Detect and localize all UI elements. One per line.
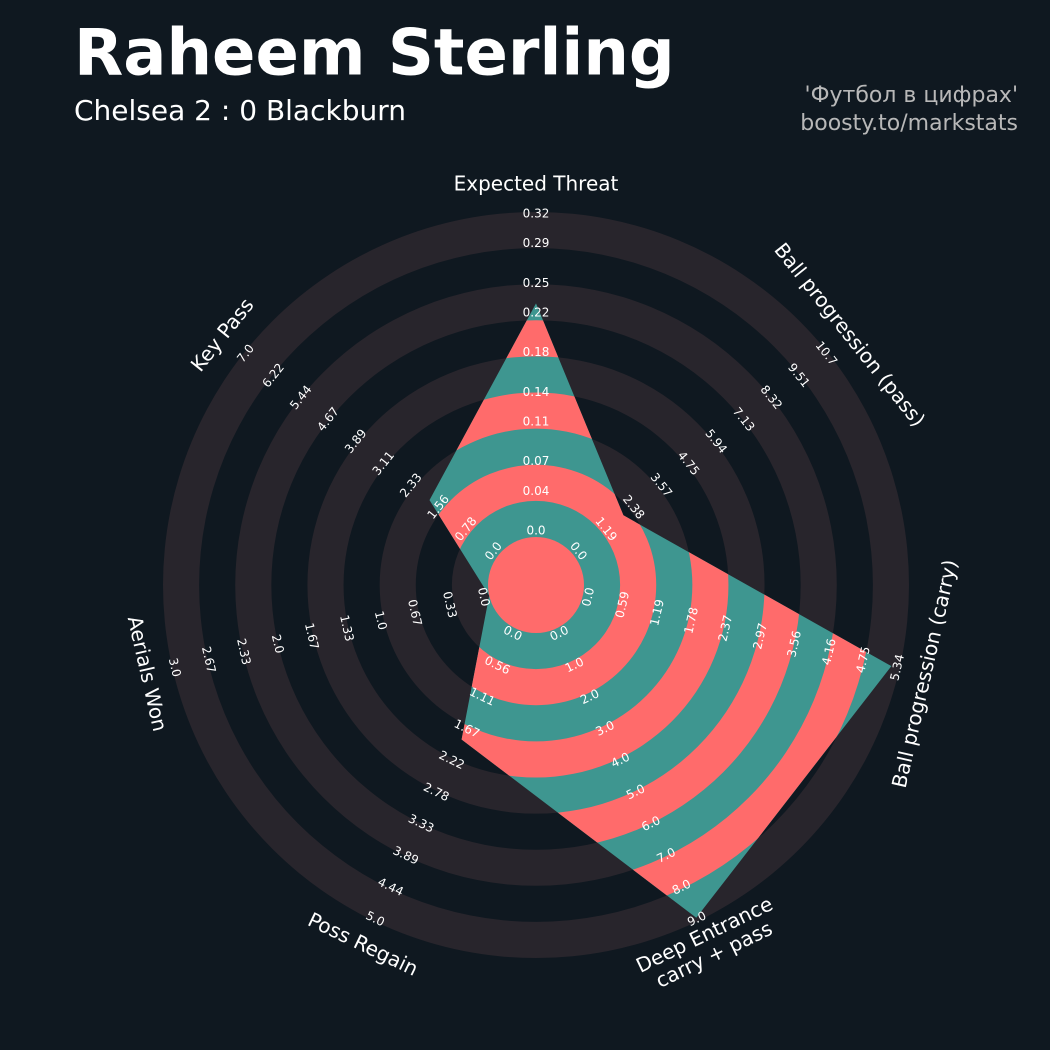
tick-label: 2.0 bbox=[269, 633, 287, 655]
tick-label: 0.18 bbox=[523, 345, 550, 359]
tick-label: 2.33 bbox=[234, 637, 254, 666]
tick-label: 0.33 bbox=[440, 590, 460, 619]
param-label: Expected Threat bbox=[454, 172, 619, 196]
tick-label: 0.32 bbox=[523, 207, 550, 221]
center-circle bbox=[488, 537, 584, 633]
tick-label: 1.67 bbox=[302, 622, 322, 651]
tick-label: 5.34 bbox=[887, 653, 907, 682]
tick-label: 0.25 bbox=[523, 276, 550, 290]
tick-label: 4.75 bbox=[853, 645, 873, 674]
tick-label: 0.14 bbox=[523, 385, 550, 399]
tick-label: 3.56 bbox=[784, 629, 804, 658]
tick-label: 0.04 bbox=[523, 484, 550, 498]
tick-label: 0.67 bbox=[405, 598, 425, 627]
tick-label: 1.33 bbox=[337, 614, 357, 643]
tick-label: 1.78 bbox=[681, 606, 701, 635]
tick-label: 0.0 bbox=[579, 586, 597, 608]
tick-label: 0.0 bbox=[475, 586, 493, 608]
tick-label: 0.59 bbox=[613, 590, 633, 619]
tick-label: 0.07 bbox=[523, 454, 550, 468]
tick-label: 3.0 bbox=[166, 657, 184, 679]
tick-label: 0.29 bbox=[523, 236, 550, 250]
credit: 'Футбол в цифрах' bbox=[805, 83, 1018, 108]
tick-label: 0.22 bbox=[523, 306, 550, 320]
tick-label: 0.11 bbox=[523, 415, 550, 429]
credit: boosty.to/markstats bbox=[800, 111, 1018, 136]
tick-label: 2.97 bbox=[750, 622, 770, 651]
tick-label: 1.0 bbox=[372, 610, 390, 632]
tick-label: 2.67 bbox=[199, 645, 219, 674]
tick-label: 0.0 bbox=[526, 524, 545, 538]
tick-label: 1.19 bbox=[647, 598, 667, 627]
tick-label: 4.16 bbox=[819, 637, 839, 666]
chart-subtitle: Chelsea 2 : 0 Blackburn bbox=[74, 94, 406, 127]
chart-title: Raheem Sterling bbox=[74, 17, 675, 91]
tick-label: 2.37 bbox=[716, 614, 736, 643]
